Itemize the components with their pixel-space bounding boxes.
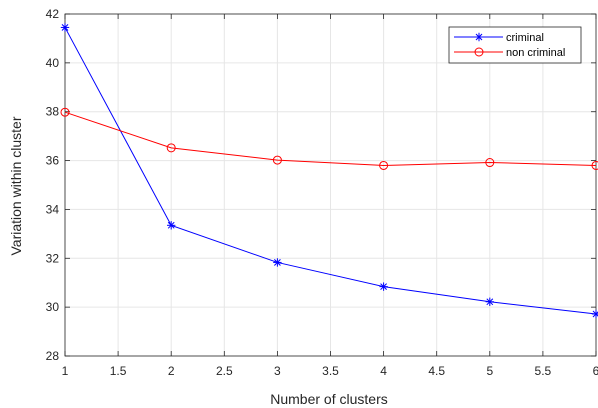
data-point-criminal bbox=[60, 23, 70, 32]
data-point-criminal bbox=[379, 282, 388, 291]
x-tick-label: 3 bbox=[274, 364, 281, 378]
x-tick-label: 5 bbox=[486, 364, 493, 378]
data-point-non-criminal bbox=[60, 107, 70, 117]
legend-marker-criminal bbox=[474, 32, 484, 42]
y-tick-label: 30 bbox=[46, 300, 60, 314]
series-line-criminal bbox=[64, 27, 597, 315]
y-tick-label: 34 bbox=[46, 202, 60, 216]
axes: 1 1.5 2 2.5 3 3.5 4 4.5 5 5.5 6 28 30 32 34 36 38 40 42 bbox=[46, 7, 598, 378]
data-point-non-criminal bbox=[591, 160, 598, 170]
asterisk-stroke bbox=[475, 33, 483, 41]
x-tick-label: 1 bbox=[62, 364, 69, 378]
y-tick-label: 42 bbox=[46, 7, 60, 21]
legend-marker-non-criminal bbox=[474, 47, 484, 57]
x-tick-label: 2.5 bbox=[216, 364, 233, 378]
asterisk-stroke bbox=[61, 24, 69, 31]
data-point-non-criminal bbox=[166, 143, 176, 153]
data-point-criminal bbox=[273, 258, 282, 267]
x-tick-label: 6 bbox=[593, 364, 598, 378]
asterisk-stroke bbox=[380, 283, 387, 291]
data-point-criminal bbox=[485, 297, 494, 306]
legend: criminal non criminal bbox=[448, 26, 582, 64]
legend-label-non-criminal: non criminal bbox=[506, 47, 565, 59]
data-point-non-criminal bbox=[272, 155, 282, 165]
series-layer bbox=[60, 23, 598, 319]
grid bbox=[64, 13, 597, 357]
y-tick-label: 28 bbox=[46, 349, 60, 363]
x-tick-label: 3.5 bbox=[322, 364, 339, 378]
y-tick-label: 40 bbox=[46, 56, 60, 70]
legend-box bbox=[448, 26, 582, 64]
x-axis-title: Number of clusters bbox=[270, 391, 387, 407]
x-tick-label: 1.5 bbox=[110, 364, 127, 378]
x-tick-label: 2 bbox=[168, 364, 175, 378]
legend-entry-non-criminal: non criminal bbox=[454, 47, 565, 59]
series-line-non-criminal bbox=[64, 111, 597, 166]
data-point-non-criminal bbox=[485, 158, 495, 168]
asterisk-stroke bbox=[486, 298, 494, 306]
series-criminal bbox=[60, 23, 598, 319]
data-point-non-criminal bbox=[379, 160, 389, 170]
legend-label-criminal: criminal bbox=[506, 32, 544, 44]
series-non-criminal bbox=[60, 107, 598, 170]
x-tick-label: 4.5 bbox=[428, 364, 445, 378]
asterisk-stroke bbox=[274, 259, 281, 266]
x-tick-label: 4 bbox=[380, 364, 387, 378]
y-axis-title: Variation within cluster bbox=[8, 116, 24, 255]
y-tick-label: 32 bbox=[46, 251, 60, 265]
y-tick-label: 38 bbox=[46, 105, 60, 119]
data-point-criminal bbox=[167, 221, 176, 230]
y-tick-label: 36 bbox=[46, 154, 60, 168]
x-tick-label: 5.5 bbox=[535, 364, 552, 378]
asterisk-stroke bbox=[167, 221, 175, 229]
legend-entry-criminal: criminal bbox=[454, 32, 544, 44]
asterisk-stroke bbox=[592, 311, 598, 318]
data-point-criminal bbox=[591, 309, 598, 319]
